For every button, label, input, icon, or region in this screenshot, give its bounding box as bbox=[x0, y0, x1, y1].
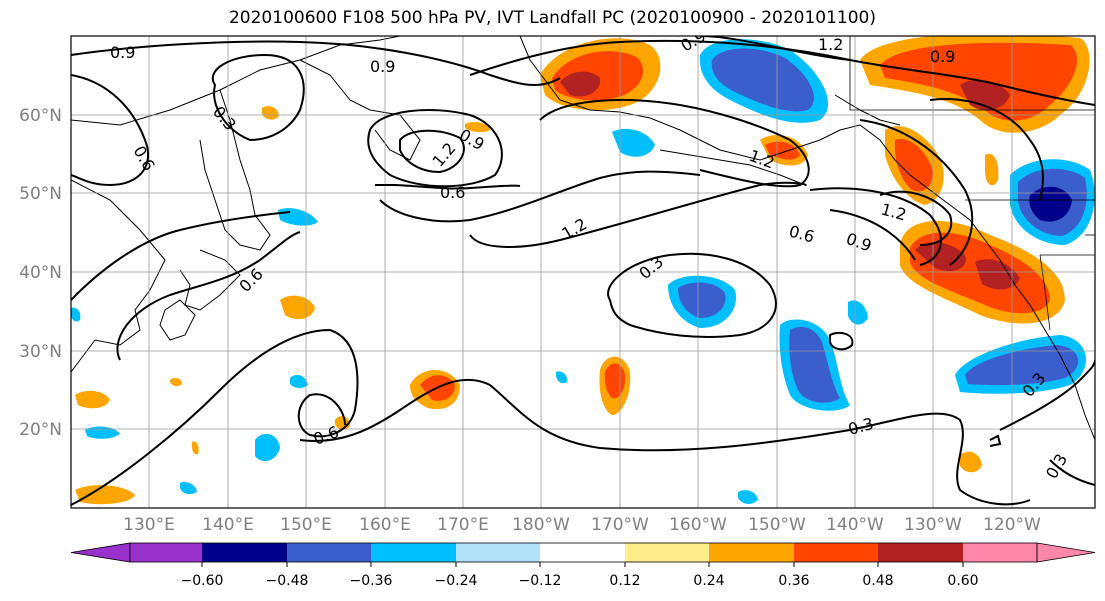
contour-label: 1.2 bbox=[818, 35, 843, 54]
colorbar-segment bbox=[794, 543, 878, 562]
lat-label: 30°N bbox=[19, 342, 62, 362]
colorbar-segment bbox=[963, 543, 1037, 562]
lon-label: 130°E bbox=[123, 515, 175, 535]
colorbar-segment bbox=[625, 543, 709, 562]
lon-label: 170°E bbox=[437, 515, 489, 535]
pv-contours bbox=[71, 36, 1095, 506]
colorbar-ticks bbox=[201, 562, 964, 567]
colorbar-segment bbox=[709, 543, 794, 562]
lat-label: 40°N bbox=[19, 263, 62, 283]
lon-label: 140°E bbox=[202, 515, 254, 535]
colorbar-tick-label: −0.12 bbox=[519, 573, 562, 589]
colorbar: −0.60 −0.48 −0.36 −0.24 −0.12 0.12 0.24 … bbox=[70, 542, 1096, 589]
lon-label: 170°W bbox=[591, 515, 649, 535]
lon-label: 180°W bbox=[512, 515, 570, 535]
contour-label: 0.9 bbox=[110, 43, 135, 62]
lon-label: 130°W bbox=[904, 515, 962, 535]
lon-label: 150°W bbox=[748, 515, 806, 535]
map-title: 2020100600 F108 500 hPa PV, IVT Landfall… bbox=[228, 8, 876, 28]
contour-label: 0.6 bbox=[440, 183, 465, 202]
colorbar-tick-label: −0.60 bbox=[181, 573, 224, 589]
colorbar-segment bbox=[202, 543, 287, 562]
colorbar-tick-label: 0.36 bbox=[778, 573, 809, 589]
lat-label: 20°N bbox=[19, 420, 62, 440]
colorbar-tick-label: −0.24 bbox=[435, 573, 478, 589]
colorbar-segment bbox=[878, 543, 963, 562]
longitude-labels: 130°E 140°E 150°E 160°E 170°E 180°W 170°… bbox=[123, 515, 1041, 535]
colorbar-segments bbox=[70, 542, 1096, 563]
negative-shading bbox=[71, 39, 1095, 504]
lon-label: 160°W bbox=[669, 515, 727, 535]
colorbar-segment bbox=[540, 543, 625, 562]
colorbar-extend-low bbox=[70, 542, 131, 563]
colorbar-segment bbox=[287, 543, 371, 562]
latitude-labels: 60°N 50°N 40°N 30°N 20°N bbox=[19, 106, 62, 440]
lon-label: 120°W bbox=[983, 515, 1041, 535]
lon-label: 140°W bbox=[826, 515, 884, 535]
colorbar-segment bbox=[130, 543, 202, 562]
colorbar-tick-label: 0.12 bbox=[609, 573, 640, 589]
gridlines bbox=[71, 36, 1095, 508]
colorbar-tick-label: 0.48 bbox=[862, 573, 893, 589]
colorbar-tick-label: −0.36 bbox=[350, 573, 393, 589]
colorbar-segment bbox=[371, 543, 456, 562]
contour-label: 0.9 bbox=[930, 47, 955, 66]
contour-label: 0.9 bbox=[370, 57, 395, 76]
lat-label: 60°N bbox=[19, 106, 62, 126]
map-frame bbox=[70, 35, 1096, 509]
colorbar-segment bbox=[456, 543, 540, 562]
colorbar-tick-label: 0.60 bbox=[947, 573, 978, 589]
map-area: 0.9 0.9 0.9 0.6 0.3 0.9 1.2 0.6 1.2 1.2 … bbox=[71, 35, 1095, 508]
colorbar-tick-labels: −0.60 −0.48 −0.36 −0.24 −0.12 0.12 0.24 … bbox=[181, 573, 979, 589]
colorbar-tick-label: −0.48 bbox=[266, 573, 309, 589]
lat-label: 50°N bbox=[19, 184, 62, 204]
lon-label: 160°E bbox=[359, 515, 411, 535]
colorbar-extend-high bbox=[1036, 542, 1096, 563]
lon-label: 150°E bbox=[280, 515, 332, 535]
colorbar-tick-label: 0.24 bbox=[693, 573, 724, 589]
